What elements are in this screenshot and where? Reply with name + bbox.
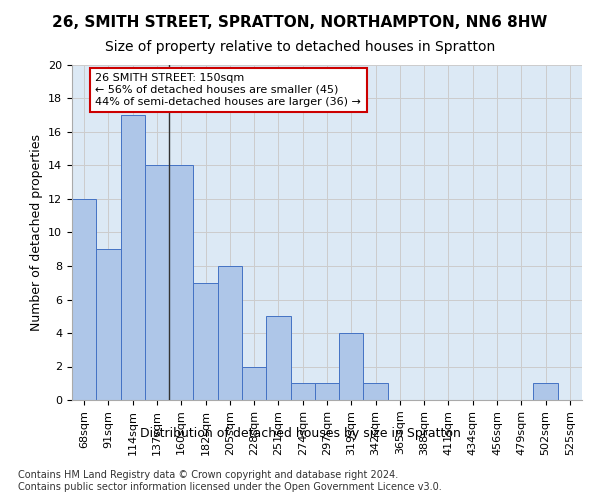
- Bar: [193, 282, 218, 400]
- Text: Distribution of detached houses by size in Spratton: Distribution of detached houses by size …: [140, 428, 460, 440]
- Bar: [96, 249, 121, 400]
- Bar: [290, 383, 315, 400]
- Bar: [315, 383, 339, 400]
- Bar: [266, 316, 290, 400]
- Y-axis label: Number of detached properties: Number of detached properties: [29, 134, 43, 331]
- Text: 26 SMITH STREET: 150sqm
← 56% of detached houses are smaller (45)
44% of semi-de: 26 SMITH STREET: 150sqm ← 56% of detache…: [95, 74, 361, 106]
- Bar: [242, 366, 266, 400]
- Bar: [72, 199, 96, 400]
- Bar: [169, 166, 193, 400]
- Text: Contains HM Land Registry data © Crown copyright and database right 2024.
Contai: Contains HM Land Registry data © Crown c…: [18, 470, 442, 492]
- Bar: [339, 333, 364, 400]
- Bar: [533, 383, 558, 400]
- Bar: [121, 115, 145, 400]
- Bar: [364, 383, 388, 400]
- Text: 26, SMITH STREET, SPRATTON, NORTHAMPTON, NN6 8HW: 26, SMITH STREET, SPRATTON, NORTHAMPTON,…: [52, 15, 548, 30]
- Bar: [145, 166, 169, 400]
- Bar: [218, 266, 242, 400]
- Text: Size of property relative to detached houses in Spratton: Size of property relative to detached ho…: [105, 40, 495, 54]
